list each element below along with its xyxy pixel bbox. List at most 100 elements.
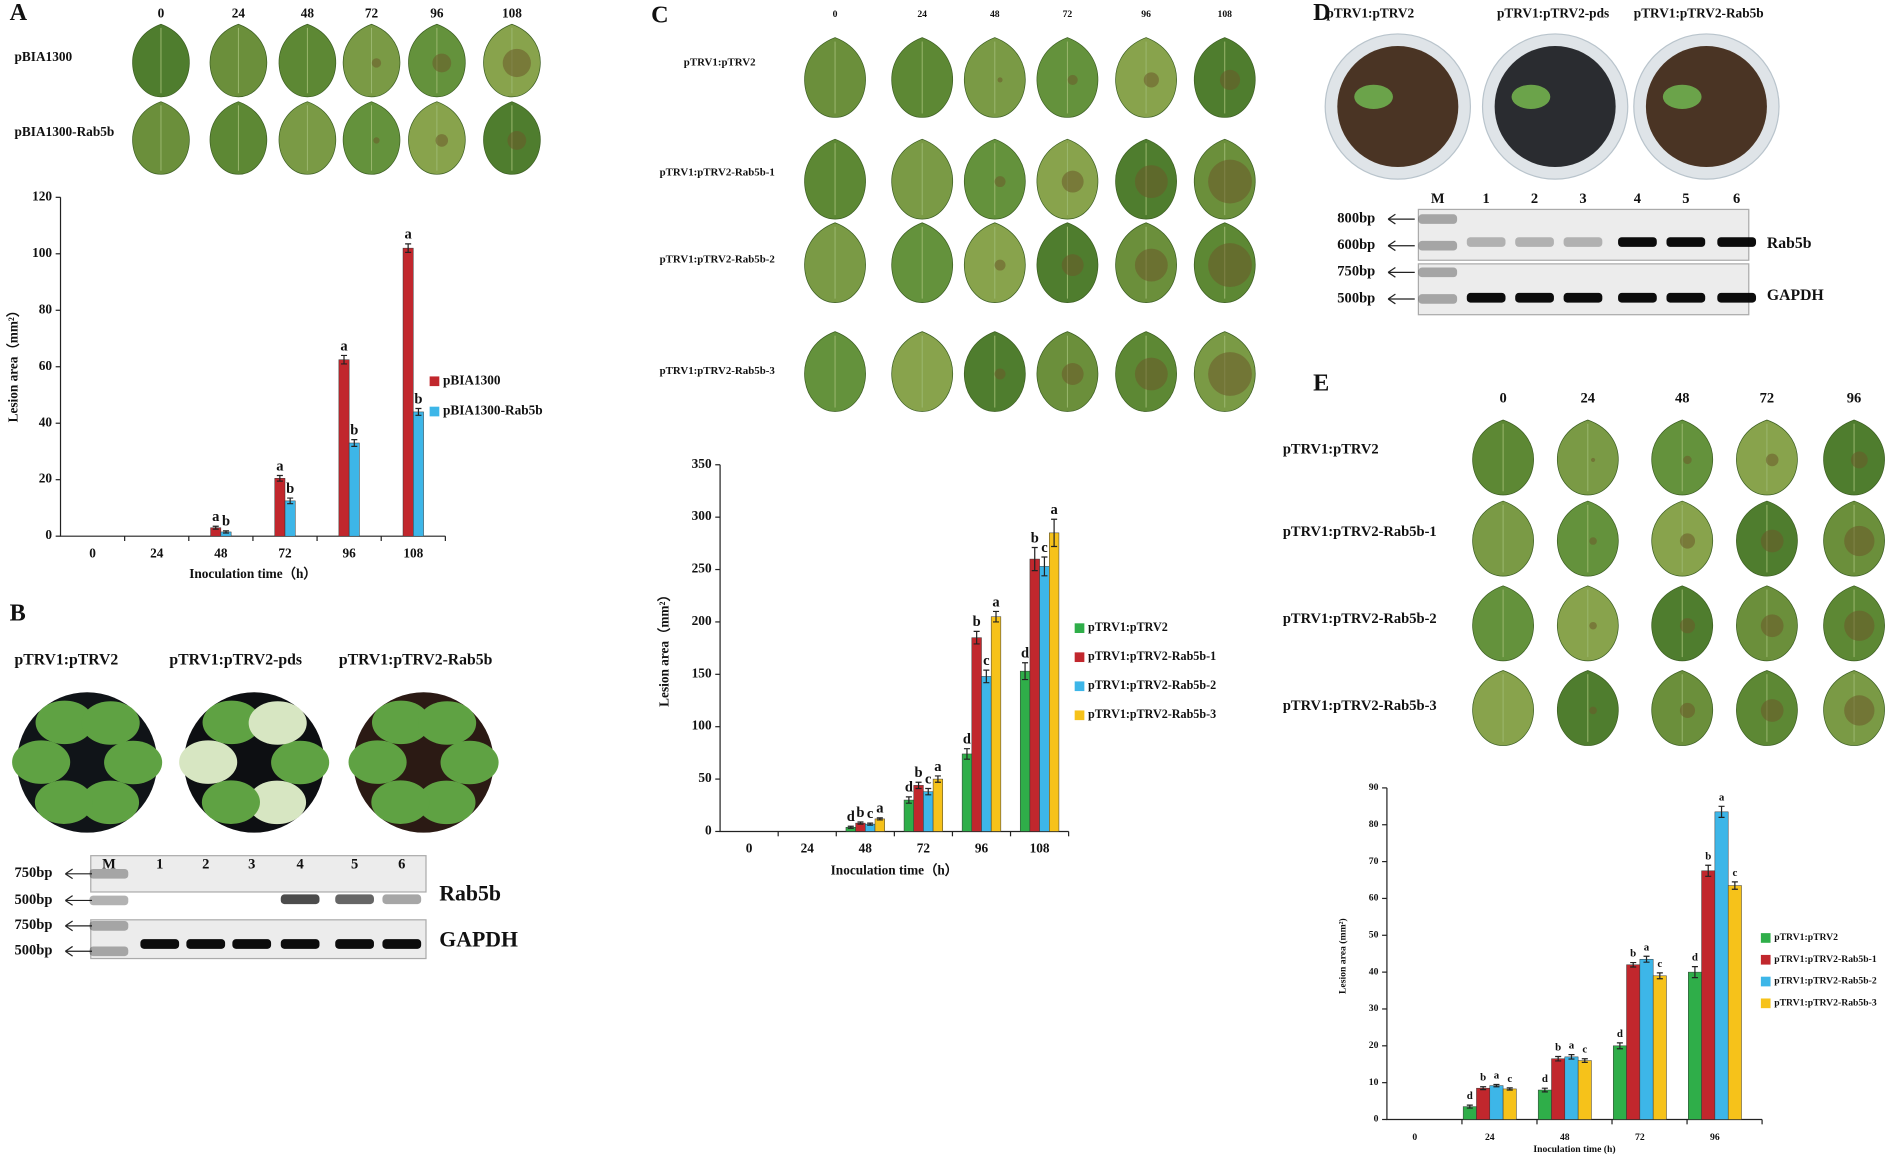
plant-label: pTRV1:pTRV2: [1326, 6, 1414, 21]
lesion: [1589, 706, 1597, 715]
panel-letter: C: [651, 2, 668, 29]
size-label: 750bp: [15, 865, 53, 881]
panel-letter: B: [10, 599, 26, 626]
x-tick-label: 108: [1030, 841, 1050, 856]
x-axis-label: Inoculation time（h）: [831, 862, 958, 877]
bar: [1564, 1056, 1579, 1120]
lesion: [371, 58, 382, 68]
lesion: [1208, 159, 1252, 204]
y-tick-label: 20: [1369, 1040, 1379, 1051]
band: [1515, 292, 1554, 303]
lesion: [1134, 248, 1168, 282]
y-tick-label: 20: [39, 471, 53, 486]
lesion: [1067, 74, 1078, 85]
gene-label: GAPDH: [1767, 287, 1824, 304]
size-label: 600bp: [1337, 237, 1375, 253]
bar: [1502, 1088, 1517, 1120]
bar: [1639, 958, 1654, 1120]
lane-label: 1: [156, 857, 163, 873]
lesion: [502, 48, 531, 78]
arrow: [65, 920, 92, 932]
sig-label: b: [414, 391, 422, 407]
lesion: [1134, 357, 1168, 391]
plant-label: pTRV1:pTRV2-Rab5b: [1634, 6, 1764, 21]
lane-label: 6: [1733, 191, 1740, 207]
time-label: 24: [917, 9, 927, 20]
bar: [413, 411, 424, 537]
band: [186, 939, 226, 949]
soil: [1494, 46, 1616, 168]
sig-label: c: [925, 771, 932, 787]
lesion: [1143, 72, 1159, 88]
y-tick-label: 90: [1369, 782, 1379, 793]
sig-label: b: [1480, 1072, 1486, 1084]
sig-label: b: [222, 514, 230, 530]
time-label: 96: [1141, 9, 1151, 20]
error-bar: [287, 497, 294, 505]
y-axis-label: Lesion area（mm²）: [657, 588, 672, 707]
error-bar: [340, 354, 348, 365]
sig-label: c: [867, 806, 874, 822]
row-label: pTRV1:pTRV2-Rab5b-1: [660, 167, 775, 179]
row-label: pTRV1:pTRV2: [1283, 442, 1379, 458]
lane-label: 6: [398, 857, 405, 873]
y-tick-label: 350: [692, 456, 712, 471]
sig-label: c: [1732, 867, 1737, 879]
time-label: 48: [301, 6, 315, 21]
sig-label: a: [992, 594, 1000, 610]
band: [89, 868, 129, 879]
sig-label: b: [1705, 850, 1711, 862]
bar: [402, 247, 414, 537]
gel: [1417, 263, 1750, 316]
row-label: pTRV1:pTRV2-Rab5b-2: [660, 254, 775, 266]
sig-label: a: [212, 509, 220, 525]
plant-leaf: [440, 740, 499, 785]
sig-label: b: [1555, 1042, 1561, 1054]
lesion: [994, 368, 1006, 380]
time-label: 108: [502, 6, 522, 21]
legend-swatch: [1074, 623, 1085, 633]
sig-label: a: [405, 227, 413, 243]
lesion: [1590, 457, 1596, 463]
arrow: [1387, 293, 1415, 305]
time-label: 96: [1847, 391, 1862, 407]
lesion: [1219, 69, 1241, 91]
x-axis-label: Inoculation time (h): [1533, 1144, 1615, 1155]
legend-label: pTRV1:pTRV2-Rab5b-2: [1774, 976, 1877, 987]
y-tick-label: 0: [705, 823, 712, 838]
error-bar: [1731, 881, 1738, 890]
x-tick-label: 96: [1710, 1132, 1720, 1143]
lesion: [1760, 529, 1784, 553]
gel: [90, 855, 427, 893]
y-tick-label: 60: [39, 358, 53, 373]
y-tick-label: 150: [692, 665, 712, 680]
band: [280, 894, 320, 905]
error-bar: [915, 781, 922, 790]
legend-label: pTRV1:pTRV2: [1088, 620, 1168, 634]
gene-label: Rab5b: [1767, 235, 1812, 252]
bar: [1612, 1045, 1627, 1120]
band: [1418, 294, 1458, 304]
legend-label: pTRV1:pTRV2-Rab5b-3: [1774, 998, 1877, 1009]
error-bar: [1466, 1104, 1473, 1109]
x-tick-label: 96: [343, 545, 357, 560]
sig-label: a: [340, 338, 348, 354]
x-tick-label: 24: [1485, 1132, 1495, 1143]
error-bar: [934, 775, 941, 783]
lane-label: 5: [351, 857, 358, 873]
error-bar: [1581, 1058, 1588, 1063]
arrow: [65, 868, 92, 880]
row-label: pBIA1300-Rab5b: [15, 124, 115, 139]
sig-label: d: [1467, 1090, 1473, 1102]
y-tick-label: 200: [692, 613, 712, 628]
bar: [1039, 566, 1050, 832]
band: [1666, 237, 1706, 247]
y-tick-label: 100: [32, 245, 52, 260]
legend-swatch: [1760, 976, 1771, 987]
legend-label: pTRV1:pTRV2-Rab5b-1: [1774, 954, 1877, 965]
plant-leaf: [201, 780, 260, 824]
lesion: [1844, 525, 1875, 557]
plant-leaf: [1511, 84, 1551, 109]
bar: [971, 637, 982, 832]
lane-label: 3: [1579, 191, 1586, 207]
